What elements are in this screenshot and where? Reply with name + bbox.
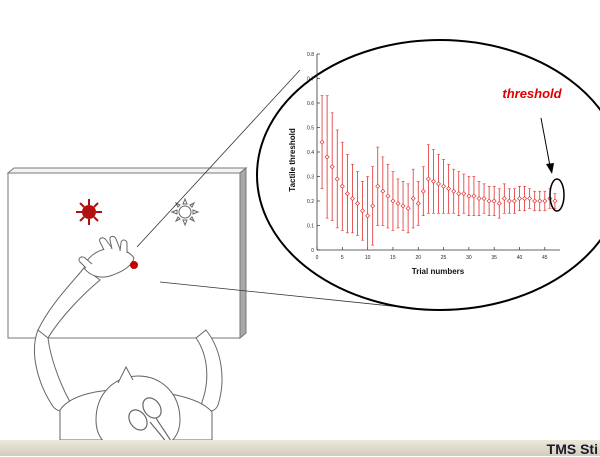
data-point xyxy=(461,191,467,197)
data-point xyxy=(390,198,396,204)
data-points xyxy=(319,139,558,219)
x-axis-label: Trial numbers xyxy=(412,267,465,276)
y-axis-label: Tactile threshold xyxy=(288,128,297,192)
x-tick-label: 0 xyxy=(316,255,319,261)
data-point xyxy=(405,205,411,211)
y-tick-label: 0.8 xyxy=(307,52,314,58)
hand xyxy=(78,236,135,278)
x-tick-label: 35 xyxy=(491,255,497,261)
data-point xyxy=(501,196,507,202)
x-tick-label: 15 xyxy=(390,255,396,261)
data-point xyxy=(415,200,421,206)
data-point xyxy=(491,198,497,204)
y-tick-label: 0.1 xyxy=(307,224,314,230)
data-point xyxy=(360,208,366,214)
x-tick-label: 25 xyxy=(441,255,447,261)
data-point xyxy=(481,196,487,202)
data-point xyxy=(425,176,431,182)
data-point xyxy=(456,191,462,197)
data-point xyxy=(410,196,416,202)
data-point xyxy=(395,200,401,206)
finger-stimulation-dot xyxy=(130,261,138,269)
data-point xyxy=(420,188,426,194)
data-point xyxy=(506,198,512,204)
data-point xyxy=(349,196,355,202)
data-point xyxy=(400,203,406,209)
data-point xyxy=(537,198,543,204)
y-tick-label: 0.3 xyxy=(307,175,314,181)
data-point xyxy=(552,198,558,204)
x-tick-label: 45 xyxy=(542,255,548,261)
data-point xyxy=(324,154,330,160)
data-point xyxy=(466,193,472,199)
threshold-annotation: threshold xyxy=(502,86,565,212)
data-point xyxy=(380,188,386,194)
y-tick-label: 0.2 xyxy=(307,199,314,205)
threshold-label: threshold xyxy=(502,86,562,101)
data-point xyxy=(527,196,533,202)
y-ticks: 0 0.1 0.2 0.3 0.4 0.5 0.6 0.7 0.8 xyxy=(307,52,320,254)
x-tick-label: 10 xyxy=(365,255,371,261)
right-arm xyxy=(195,329,223,412)
data-point xyxy=(542,198,548,204)
zoom-connector-lines xyxy=(136,69,411,309)
x-tick-label: 30 xyxy=(466,255,472,261)
data-point xyxy=(486,198,492,204)
white-sun-light-icon xyxy=(170,197,200,227)
data-point xyxy=(355,200,360,206)
data-point xyxy=(532,198,538,204)
data-point xyxy=(329,164,335,170)
footer-title: TMS Sti xyxy=(546,441,598,457)
x-tick-label: 40 xyxy=(517,255,523,261)
data-point xyxy=(436,181,441,187)
y-tick-label: 0.5 xyxy=(307,126,314,132)
data-point xyxy=(511,198,517,204)
x-tick-label: 5 xyxy=(341,255,344,261)
data-point xyxy=(430,178,436,184)
data-point xyxy=(471,193,477,199)
data-point xyxy=(446,186,452,192)
threshold-arrow xyxy=(540,117,551,167)
data-point xyxy=(522,196,528,202)
data-point xyxy=(334,176,340,182)
data-point xyxy=(496,200,502,206)
threshold-chart: 0 0.1 0.2 0.3 0.4 0.5 0.6 0.7 0.8 0 5 10 15 20 25 30 35… xyxy=(288,52,560,276)
data-point xyxy=(375,183,381,189)
red-sun-light-icon xyxy=(76,199,102,225)
threshold-highlight-ellipse xyxy=(549,178,565,212)
x-tick-label: 20 xyxy=(415,255,421,261)
data-point xyxy=(344,191,350,197)
data-point xyxy=(476,196,482,202)
data-point xyxy=(365,213,371,219)
data-point xyxy=(451,188,457,194)
data-point xyxy=(339,183,345,189)
footer-bar xyxy=(0,440,600,456)
data-point xyxy=(441,183,447,189)
y-tick-label: 0.7 xyxy=(307,77,314,83)
data-point xyxy=(370,203,376,209)
x-ticks: 0 5 10 15 20 25 30 35 40 45 xyxy=(316,247,548,261)
y-tick-label: 0.6 xyxy=(307,101,314,107)
data-point xyxy=(517,196,522,202)
data-point xyxy=(385,193,391,199)
data-point xyxy=(319,139,325,145)
y-tick-label: 0 xyxy=(311,248,314,254)
y-tick-label: 0.4 xyxy=(307,150,314,156)
threshold-arrowhead xyxy=(546,163,554,174)
